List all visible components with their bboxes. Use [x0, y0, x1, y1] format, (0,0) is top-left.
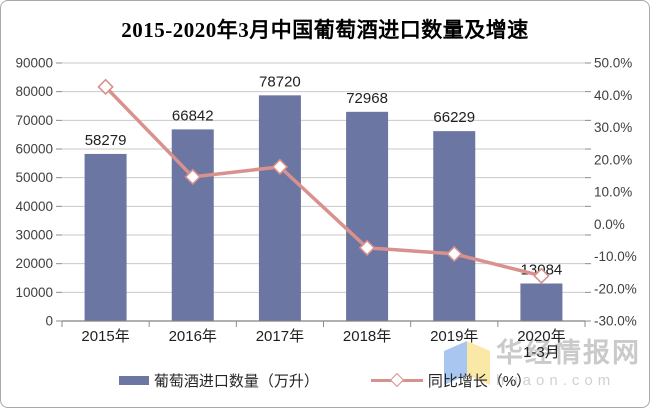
y-axis-label-left: 30000	[15, 228, 53, 243]
watermark-url: huaon.com	[496, 372, 616, 389]
y-axis-label-right: -30.0%	[594, 314, 637, 329]
y-axis-label-right: 50.0%	[594, 56, 632, 71]
line-series-swatch	[370, 372, 423, 388]
y-axis-label-left: 0	[45, 314, 53, 329]
watermark-brand: 华经情报网	[496, 338, 641, 368]
logo-left-page	[444, 341, 467, 385]
bar	[84, 153, 127, 321]
huaon-logo-icon	[444, 341, 490, 385]
chart-title: 2015-2020年3月中国葡萄酒进口数量及增速	[121, 18, 529, 42]
x-axis-label: 2017年	[256, 328, 304, 345]
bar-value-label: 78720	[259, 73, 301, 90]
bar	[433, 131, 476, 321]
bar-value-label: 66842	[172, 107, 214, 124]
y-axis-label-left: 80000	[15, 84, 53, 99]
bar-value-label: 58279	[85, 132, 127, 149]
diamond-marker-icon	[389, 372, 404, 388]
line-marker	[184, 168, 201, 186]
bar	[520, 283, 563, 321]
y-axis-label-right: 20.0%	[594, 152, 632, 167]
legend-item-growth: 同比增长（%）	[370, 370, 532, 391]
y-axis-label-right: 10.0%	[594, 185, 632, 200]
legend-item-imports: 葡萄酒进口数量（万升）	[118, 370, 319, 391]
y-axis-label-left: 20000	[15, 256, 53, 271]
legend: 葡萄酒进口数量（万升） 同比增长（%）	[1, 370, 649, 391]
y-axis-label-left: 70000	[15, 113, 53, 128]
y-axis-label-left: 40000	[15, 199, 53, 214]
logo-right-page	[467, 341, 490, 385]
line-marker	[446, 245, 463, 263]
bar	[346, 111, 389, 321]
x-axis-label: 2015年	[81, 328, 129, 345]
growth-line	[104, 85, 542, 278]
legend-label-growth: 同比增长（%）	[427, 373, 532, 390]
x-axis-label: 2020年 1-3月	[517, 328, 565, 361]
y-axis-label-right: -20.0%	[594, 281, 637, 296]
y-axis-label-left: 10000	[15, 285, 53, 300]
y-axis-label-right: -10.0%	[594, 249, 637, 264]
x-axis-label: 2019年	[430, 328, 478, 345]
line-marker	[358, 239, 376, 256]
y-axis-label-right: 40.0%	[594, 88, 632, 103]
bar-value-label: 66229	[433, 109, 475, 126]
y-axis-label-left: 50000	[15, 170, 53, 185]
y-axis-label-right: 30.0%	[594, 120, 632, 135]
line-marker	[533, 267, 550, 285]
legend-label-imports: 葡萄酒进口数量（万升）	[153, 373, 319, 390]
bar	[171, 129, 214, 321]
line-marker	[271, 158, 289, 176]
bar	[258, 95, 301, 321]
y-axis-label-left: 90000	[15, 56, 53, 71]
bar-series-swatch	[118, 376, 149, 385]
y-axis-label-right: 0.0%	[594, 217, 625, 232]
y-axis-label-left: 60000	[15, 142, 53, 157]
x-axis-label: 2016年	[169, 328, 217, 345]
x-axis-label: 2018年	[343, 328, 391, 345]
watermark: 华经情报网 huaon.com	[442, 340, 641, 389]
line-marker	[97, 78, 114, 96]
bar-value-label: 72968	[346, 90, 388, 107]
